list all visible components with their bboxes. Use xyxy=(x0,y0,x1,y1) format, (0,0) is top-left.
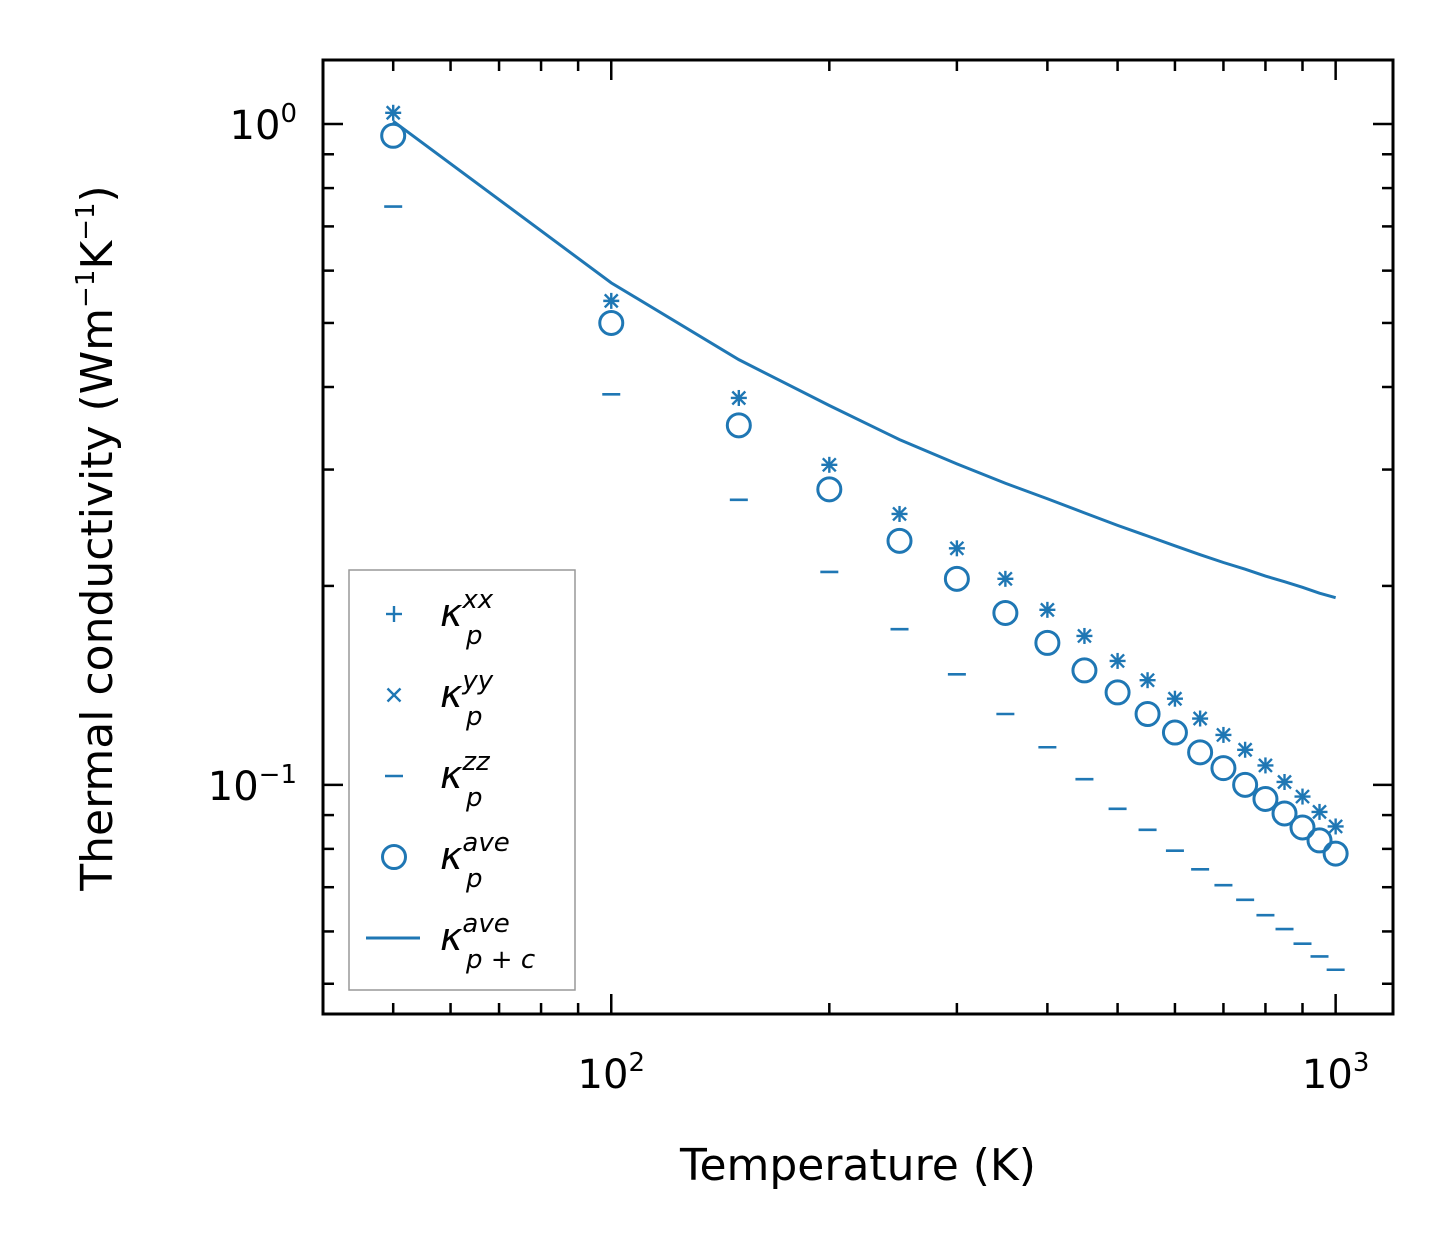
legend: κxx p κyy p κzz p κave p κave p + c xyxy=(348,569,576,991)
legend-item-kxx: κxx p xyxy=(386,585,494,651)
series-kave xyxy=(380,122,1349,867)
point-kyy xyxy=(1295,789,1310,804)
point-kyy xyxy=(998,571,1013,587)
y-tick-label: 100 xyxy=(230,99,297,149)
point-kave xyxy=(1187,739,1214,766)
line-kave_pc xyxy=(392,119,1337,600)
point-kave xyxy=(943,565,970,592)
point-kave xyxy=(598,309,625,336)
point-kave xyxy=(992,599,1019,626)
x-axis-title: Temperature (K) xyxy=(679,1140,1036,1191)
point-kave xyxy=(1034,629,1061,656)
legend-item-kave: κave p xyxy=(381,828,510,894)
tick-labels: 102 103 100 10−1 xyxy=(208,99,1370,1098)
series-kyy xyxy=(385,105,1343,834)
point-kave xyxy=(1306,827,1333,854)
point-kyy xyxy=(1277,774,1292,790)
legend-label: κzz p xyxy=(440,747,491,813)
point-kyy xyxy=(1216,727,1231,743)
series-layer xyxy=(380,104,1349,972)
point-kave xyxy=(380,122,407,149)
legend-marker-icon xyxy=(386,606,402,622)
y-axis-title: Thermal conductivity (Wm−1K−1) xyxy=(71,185,123,891)
point-kyy xyxy=(1110,653,1125,669)
series-kave_pc xyxy=(392,119,1337,600)
axis-ticks xyxy=(321,60,1393,1014)
point-kyy xyxy=(949,540,965,556)
point-kave xyxy=(725,412,752,439)
legend-item-kyy: κyy p xyxy=(386,666,494,732)
point-kave xyxy=(886,527,913,554)
point-kyy xyxy=(1140,672,1155,688)
point-kave xyxy=(1232,771,1259,798)
series-kzz xyxy=(384,205,1345,972)
plot-frame xyxy=(321,58,1395,1016)
legend-item-kzz: κzz p xyxy=(385,747,491,813)
point-kave xyxy=(1271,800,1298,827)
legend-marker-icon xyxy=(381,844,407,870)
point-kave xyxy=(1322,840,1349,867)
point-kyy xyxy=(821,457,837,473)
point-kave xyxy=(1210,755,1237,782)
legend-item-kave_pc: κave p + c xyxy=(366,909,535,975)
point-kave xyxy=(1289,814,1316,841)
point-kave xyxy=(1104,679,1131,706)
plot-area xyxy=(321,58,1395,1016)
legend-label: κave p + c xyxy=(440,909,535,975)
point-kave xyxy=(1252,785,1279,812)
point-kave xyxy=(1134,700,1161,727)
x-tick-label: 103 xyxy=(1302,1048,1369,1098)
point-kyy xyxy=(385,105,401,121)
point-kyy xyxy=(1192,711,1208,726)
x-tick-label: 102 xyxy=(578,1048,645,1098)
legend-marker-icon xyxy=(386,687,402,703)
point-kyy xyxy=(1237,742,1253,758)
legend-label: κxx p xyxy=(440,585,494,651)
legend-label: κave p xyxy=(440,828,510,894)
legend-box xyxy=(348,569,576,991)
point-kave xyxy=(816,476,843,503)
point-kyy xyxy=(1077,628,1092,644)
point-kyy xyxy=(1167,691,1183,707)
point-kyy xyxy=(1312,804,1327,820)
point-kave xyxy=(1161,719,1188,746)
legend-label: κyy p xyxy=(440,666,494,732)
point-kyy xyxy=(731,390,747,406)
point-kyy xyxy=(1328,819,1343,834)
point-kyy xyxy=(892,506,907,522)
y-tick-label: 10−1 xyxy=(208,760,297,810)
point-kyy xyxy=(603,293,619,309)
point-kyy xyxy=(1040,602,1055,618)
point-kave xyxy=(1071,657,1098,684)
point-kyy xyxy=(1258,758,1273,773)
